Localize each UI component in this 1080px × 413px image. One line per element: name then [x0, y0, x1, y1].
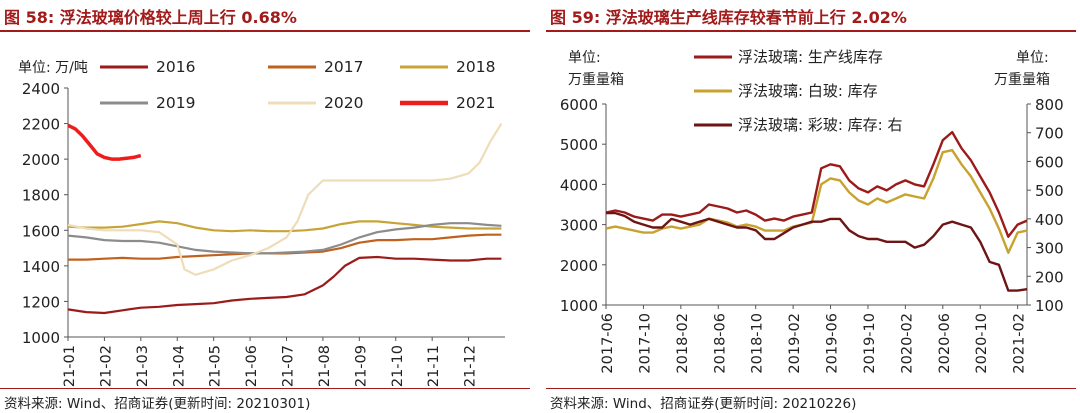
left-y-tick-label-1400: 1400 — [22, 258, 60, 276]
right-series-line-2 — [606, 211, 1028, 292]
right-right-unit-line1: 单位: — [1016, 50, 1049, 66]
left-x-tick-label-2021-01: 2021-01 — [62, 345, 78, 388]
left-x-tick-label-2021-04: 2021-04 — [171, 345, 187, 388]
right-right-unit-line2: 万重量箱 — [994, 72, 1050, 88]
right-x-tick-label-2021-02: 2021-02 — [1012, 313, 1028, 374]
left-y-tick-label-2200: 2200 — [22, 116, 60, 134]
right-x-tick-label-2019-02: 2019-02 — [787, 313, 803, 374]
left-y-tick-label-1000: 1000 — [22, 329, 60, 347]
left-title-rule — [0, 30, 530, 32]
left-chart-title: 图 58: 浮法玻璃价格较上周上行 0.68% — [4, 8, 297, 27]
left-source-note: 资料来源: Wind、招商证券(更新时间: 20210301) — [4, 396, 311, 412]
right-left-unit-line1: 单位: — [568, 50, 601, 66]
right-x-tick-label-2020-02: 2020-02 — [899, 313, 915, 374]
right-title-rule — [546, 30, 1076, 32]
left-x-tick-label-2021-06: 2021-06 — [244, 345, 260, 388]
right-bottom-rule — [546, 388, 1076, 389]
left-unit-label: 单位: 万/吨 — [18, 60, 88, 76]
left-legend-label-2021: 2021 — [456, 94, 495, 112]
right-y-tick-label-6000: 6000 — [560, 96, 598, 114]
left-y-tick-label-2400: 2400 — [22, 80, 60, 98]
right-x-tick-label-2017-06: 2017-06 — [600, 313, 616, 374]
left-series-line-2016 — [67, 255, 502, 315]
left-y-tick-label-1600: 1600 — [22, 222, 60, 240]
right-x-tick-label-2020-10: 2020-10 — [974, 313, 990, 374]
left-x-tick-label-2021-07: 2021-07 — [281, 345, 297, 388]
right-y-tick-label-5000: 5000 — [560, 136, 598, 154]
right-y-tick-label-1000: 1000 — [560, 297, 598, 315]
right-x-tick-label-2017-10: 2017-10 — [637, 313, 653, 374]
right-series-line-1 — [605, 148, 1028, 254]
right-y2-tick-label-600: 600 — [1035, 153, 1064, 171]
left-y-tick-label-2000: 2000 — [22, 151, 60, 169]
left-series-line-2020 — [67, 123, 503, 276]
left-legend-label-2019: 2019 — [156, 94, 195, 112]
left-legend-label-2017: 2017 — [324, 58, 363, 76]
right-y2-tick-label-500: 500 — [1035, 182, 1064, 200]
right-y2-tick-label-200: 200 — [1035, 268, 1064, 286]
right-y-tick-label-3000: 3000 — [560, 217, 598, 235]
left-legend-label-2020: 2020 — [324, 94, 363, 112]
left-x-tick-label-2021-05: 2021-05 — [208, 345, 224, 388]
left-series-line-2019 — [67, 222, 502, 255]
left-x-tick-label-2021-12: 2021-12 — [463, 345, 479, 388]
left-price-chart: 1000 1200 1400 1600 1800 2000 2200 2400 2021-01 2… — [18, 58, 505, 388]
left-x-tick-label-2021-02: 2021-02 — [98, 345, 114, 388]
right-legend-label-1: 浮法玻璃: 白玻: 库存 — [738, 82, 878, 100]
right-x-tick-label-2018-06: 2018-06 — [712, 313, 728, 374]
right-x-tick-label-2019-10: 2019-10 — [862, 313, 878, 374]
left-x-tick-label-2021-09: 2021-09 — [353, 345, 369, 388]
right-y2-tick-label-700: 700 — [1035, 125, 1064, 143]
right-x-tick-label-2018-10: 2018-10 — [750, 313, 766, 374]
left-x-tick-label-2021-08: 2021-08 — [317, 345, 333, 388]
right-left-unit-line2: 万重量箱 — [568, 72, 624, 88]
right-legend-label-0: 浮法玻璃: 生产线库存 — [738, 48, 883, 66]
right-y-tick-label-4000: 4000 — [560, 176, 598, 194]
right-x-tick-label-2018-02: 2018-02 — [675, 313, 691, 374]
right-y2-tick-label-400: 400 — [1035, 211, 1064, 229]
left-x-tick-label-2021-11: 2021-11 — [426, 345, 442, 388]
right-y2-tick-label-100: 100 — [1035, 297, 1064, 315]
right-y-tick-label-2000: 2000 — [560, 257, 598, 275]
left-series-line-2021 — [67, 123, 142, 161]
left-series-line-2018 — [67, 220, 502, 233]
right-source-note: 资料来源: Wind、招商证券(更新时间: 20210226) — [550, 396, 857, 412]
right-x-tick-label-2019-06: 2019-06 — [825, 313, 841, 374]
right-y2-tick-label-800: 800 — [1035, 96, 1064, 114]
right-x-tick-label-2020-06: 2020-06 — [937, 313, 953, 374]
right-series-line-0 — [605, 130, 1028, 238]
left-chart-panel: 图 58: 浮法玻璃价格较上周上行 0.68% 1000 1200 1400 1600… — [0, 0, 534, 413]
left-legend-label-2016: 2016 — [156, 58, 195, 76]
right-legend-label-2: 浮法玻璃: 彩玻: 库存: 右 — [738, 116, 902, 134]
left-bottom-rule — [0, 388, 530, 389]
right-chart-title: 图 59: 浮法玻璃生产线库存较春节前上行 2.02% — [550, 8, 907, 27]
left-x-tick-label-2021-10: 2021-10 — [390, 345, 406, 388]
right-y2-tick-label-300: 300 — [1035, 240, 1064, 258]
left-y-tick-label-1800: 1800 — [22, 187, 60, 205]
right-chart-panel: 图 59: 浮法玻璃生产线库存较春节前上行 2.02% 1000 2000 3000… — [546, 0, 1080, 413]
right-inventory-chart: 1000 2000 3000 4000 5000 6000 100 200 300 400 500 6… — [560, 48, 1064, 374]
left-y-tick-label-1200: 1200 — [22, 293, 60, 311]
left-legend-label-2018: 2018 — [456, 58, 495, 76]
left-x-tick-label-2021-03: 2021-03 — [135, 345, 151, 388]
